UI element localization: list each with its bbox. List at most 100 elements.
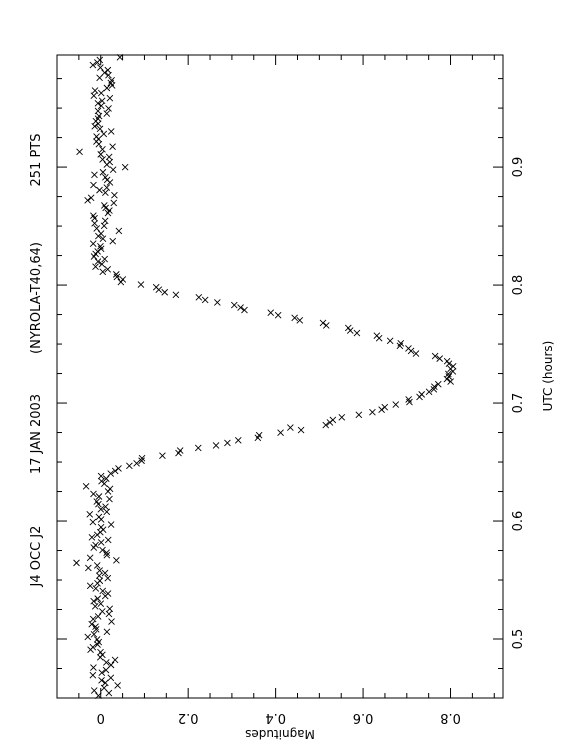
data-point [90,181,97,189]
data-point [101,679,109,687]
data-point [107,674,115,682]
data-point [234,437,242,444]
data-point [430,385,438,393]
data-point [97,539,105,546]
data-point [95,112,103,120]
data-point [98,669,106,676]
data-point [159,452,166,459]
data-point [431,352,439,360]
data-point [90,664,97,671]
data-point [107,128,115,135]
data-point [201,296,209,304]
x-tick-label: 0.7 [511,393,526,414]
data-point [214,299,221,306]
data-point [84,633,92,641]
data-point [98,97,106,105]
data-point [108,618,115,625]
data-point [86,582,94,590]
data-point [445,370,452,378]
data-point [274,311,282,319]
data-point [434,380,442,388]
data-point [103,551,111,559]
data-point [73,559,80,567]
data-point [96,567,103,574]
data-point [97,230,105,237]
data-point [104,536,112,544]
data-point [338,414,346,421]
data-point [277,429,284,436]
data-point [89,643,97,651]
data-point [87,194,95,202]
data-point [237,304,244,311]
data-point [116,54,124,61]
data-point [373,332,381,339]
data-point [443,357,451,365]
data-point [104,265,112,273]
data-point [97,64,104,71]
data-point [108,77,115,84]
data-point [91,122,99,130]
x-tick-label: 0.6 [511,511,526,532]
data-point [291,314,298,322]
data-point [95,692,102,699]
data-point [105,153,113,161]
data-point [98,677,105,684]
data-point [412,350,420,357]
data-point [133,459,140,467]
data-point [111,467,119,475]
header-points: 251 PTS [29,134,44,187]
x-tick-label: 0.5 [511,629,526,650]
data-point [90,92,98,99]
data-point [138,454,146,462]
data-point [102,666,110,674]
data-point [431,383,438,391]
data-point [119,276,127,283]
data-point [104,590,112,597]
x-axis-ticks: 0.5 0.6 0.7 0.8 0.9 [57,78,526,699]
data-point [296,317,304,324]
data-point [90,490,97,498]
data-point [105,105,112,112]
data-point [255,431,263,439]
data-point [112,271,120,278]
data-point [92,263,99,271]
data-point [113,273,121,281]
data-point [94,595,102,602]
data-point [96,125,104,133]
data-point [106,605,114,613]
data-point [91,602,99,610]
data-point [92,585,100,592]
data-point [85,564,92,572]
data-point [89,615,97,623]
data-point [115,465,122,472]
data-point [99,268,107,276]
data-point [98,608,106,615]
x-axis-title: UTC (hours) [541,341,555,412]
data-point [418,391,426,398]
data-point [90,687,98,694]
data-point [195,294,203,301]
y-axis-ticks: 0 0.2 0.4 0.6 0.8 [56,55,495,725]
data-point [86,554,94,562]
data-point [111,656,119,664]
x-tick-label: 0.8 [511,275,526,296]
header-text: J4 OCC J2 17 JAN 2003 (NYROLA-T40,64) 25… [29,134,44,588]
data-point [405,345,412,352]
data-point [99,235,107,242]
data-point [107,79,115,87]
data-point [447,378,454,385]
data-point [90,212,97,219]
data-point [449,362,457,370]
header-date: 17 JAN 2003 [29,394,44,474]
data-point [94,248,101,255]
data-point [114,682,121,689]
data-point [100,202,108,209]
data-point [381,403,389,411]
data-point [353,329,361,337]
data-point [106,207,113,214]
data-point [97,648,104,656]
data-point [212,442,220,449]
data-point [96,74,103,82]
data-point [445,373,453,380]
data-point [101,569,109,577]
